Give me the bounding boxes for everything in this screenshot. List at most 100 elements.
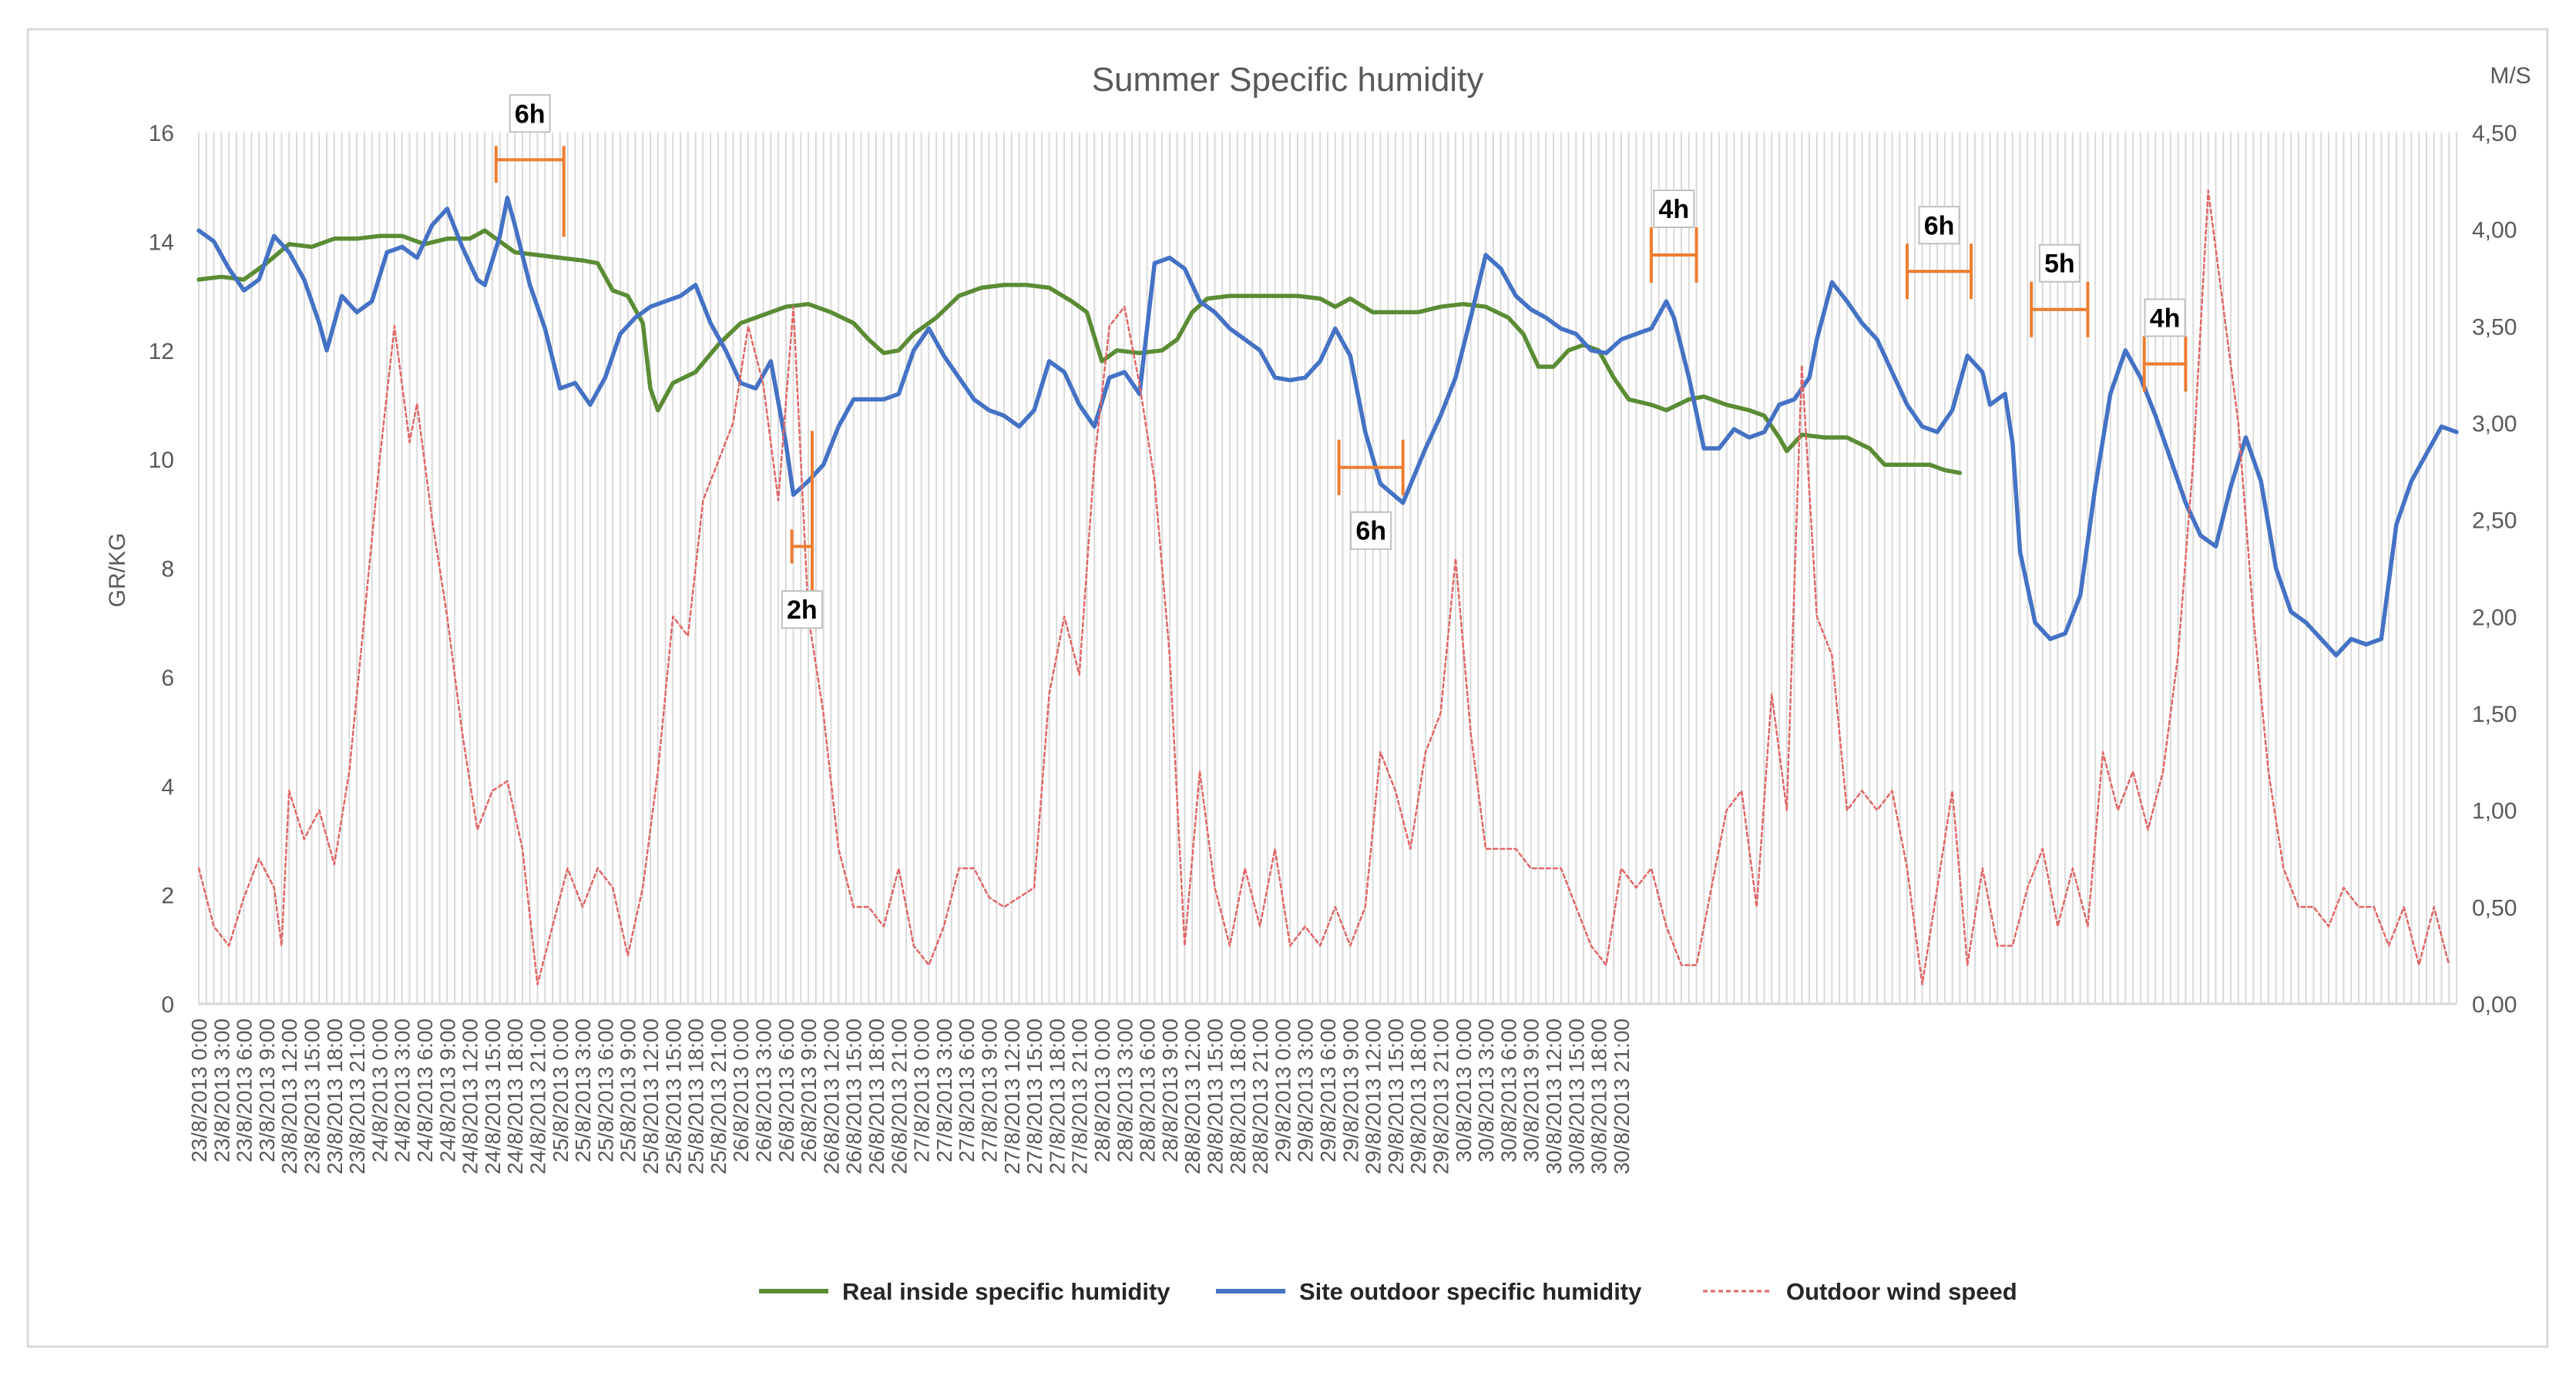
x-tick-label: 27/8/2013 0:00	[910, 1018, 934, 1163]
x-tick-label: 23/8/2013 6:00	[233, 1018, 257, 1163]
x-tick-label: 25/8/2013 6:00	[593, 1018, 617, 1163]
annotation-label: 6h	[1355, 517, 1386, 546]
annotation-label-box	[2144, 298, 2186, 337]
y2-axis-title: M/S	[2490, 63, 2531, 89]
x-tick-label: 27/8/2013 21:00	[1068, 1018, 1092, 1174]
y2-tick-label: 0,00	[2472, 992, 2517, 1018]
x-tick-label: 29/8/2013 18:00	[1406, 1018, 1430, 1174]
x-tick-label: 28/8/2013 0:00	[1090, 1018, 1114, 1163]
outdoor-humidity-line	[196, 196, 2459, 658]
x-tick-label: 23/8/2013 15:00	[301, 1018, 324, 1174]
x-tick-label: 25/8/2013 9:00	[616, 1018, 640, 1163]
y2-tick-label: 4,50	[2472, 121, 2517, 146]
x-tick-label: 29/8/2013 15:00	[1384, 1018, 1408, 1174]
x-tick-label: 28/8/2013 3:00	[1113, 1018, 1137, 1163]
x-tick-label: 24/8/2013 9:00	[435, 1018, 459, 1163]
x-tick-label: 29/8/2013 0:00	[1271, 1018, 1295, 1163]
grid-lines	[198, 133, 2457, 1004]
x-tick-label: 26/8/2013 18:00	[865, 1018, 888, 1174]
x-tick-label: 26/8/2013 0:00	[729, 1018, 753, 1163]
x-tick-label: 24/8/2013 0:00	[368, 1018, 391, 1163]
annotation-label: 4h	[1658, 195, 1689, 224]
x-tick-label: 26/8/2013 6:00	[774, 1018, 798, 1163]
x-tick-label: 29/8/2013 3:00	[1294, 1018, 1318, 1163]
y-tick-label: 2	[161, 884, 174, 909]
x-tick-label: 27/8/2013 9:00	[978, 1018, 1002, 1163]
annotation-label: 5h	[2044, 250, 2075, 279]
y2-tick-label: 1,00	[2472, 799, 2517, 824]
x-tick-label: 24/8/2013 12:00	[458, 1018, 482, 1174]
x-tick-label: 25/8/2013 15:00	[661, 1018, 685, 1174]
x-tick-label: 30/8/2013 6:00	[1496, 1018, 1520, 1163]
x-tick-label: 24/8/2013 21:00	[526, 1018, 550, 1174]
y-tick-label: 10	[149, 448, 174, 473]
x-tick-label: 24/8/2013 3:00	[391, 1018, 415, 1163]
annotation-label-box	[509, 94, 551, 133]
x-tick-label: 28/8/2013 18:00	[1226, 1018, 1250, 1174]
x-tick-label: 23/8/2013 3:00	[210, 1018, 233, 1163]
x-tick-label: 28/8/2013 15:00	[1204, 1018, 1228, 1174]
x-tick-label: 29/8/2013 9:00	[1338, 1018, 1362, 1163]
x-tick-label: 25/8/2013 12:00	[639, 1018, 663, 1174]
x-tick-label: 29/8/2013 12:00	[1362, 1018, 1385, 1174]
y-tick-label: 4	[161, 774, 174, 800]
y2-tick-label: 2,50	[2472, 508, 2517, 534]
chart-title: Summer Specific humidity	[1092, 61, 1484, 99]
annotation-label: 4h	[2150, 304, 2181, 333]
x-tick-label: 30/8/2013 18:00	[1587, 1018, 1611, 1174]
x-tick-label: 24/8/2013 6:00	[413, 1018, 437, 1163]
x-tick-label: 30/8/2013 15:00	[1564, 1018, 1588, 1174]
legend-label: Site outdoor specific humidity	[1299, 1278, 1642, 1305]
x-tick-label: 28/8/2013 6:00	[1136, 1018, 1160, 1163]
y-tick-label: 12	[149, 339, 174, 364]
legend-label: Outdoor wind speed	[1786, 1278, 2017, 1305]
y2-tick-label: 3,50	[2472, 314, 2517, 340]
legend-label: Real inside specific humidity	[842, 1278, 1170, 1305]
annotation-label-box	[1653, 190, 1695, 229]
y2-tick-label: 3,00	[2472, 411, 2517, 437]
x-tick-label: 28/8/2013 9:00	[1158, 1018, 1182, 1163]
annotation-label-box	[781, 590, 823, 629]
y2-tick-label: 2,00	[2472, 605, 2517, 630]
annotation-label: 6h	[515, 99, 546, 129]
y2-tick-label: 0,50	[2472, 895, 2517, 921]
annotation-label-box	[1350, 511, 1392, 550]
x-tick-label: 30/8/2013 21:00	[1610, 1018, 1634, 1174]
x-tick-label: 25/8/2013 18:00	[684, 1018, 708, 1174]
x-tick-label: 26/8/2013 9:00	[797, 1018, 821, 1163]
x-tick-label: 25/8/2013 0:00	[549, 1018, 573, 1163]
legend: Real inside specific humidity Site outdoo…	[759, 1278, 2017, 1305]
x-tick-label: 29/8/2013 6:00	[1316, 1018, 1340, 1163]
x-tick-label: 25/8/2013 21:00	[707, 1018, 730, 1174]
y-axis-ticks: 0 2 4 6 8 10 12 14 16	[149, 121, 174, 1018]
x-tick-label: 26/8/2013 3:00	[752, 1018, 776, 1163]
x-tick-label: 27/8/2013 12:00	[1000, 1018, 1024, 1174]
x-tick-label: 26/8/2013 12:00	[819, 1018, 843, 1174]
y-tick-label: 14	[149, 230, 174, 255]
y2-tick-label: 1,50	[2472, 702, 2517, 727]
x-tick-label: 23/8/2013 12:00	[277, 1018, 301, 1174]
x-tick-label: 28/8/2013 21:00	[1248, 1018, 1272, 1174]
x-tick-label: 27/8/2013 3:00	[932, 1018, 956, 1163]
x-tick-label: 26/8/2013 15:00	[842, 1018, 866, 1174]
x-tick-label: 29/8/2013 21:00	[1429, 1018, 1453, 1174]
x-tick-label: 28/8/2013 12:00	[1181, 1018, 1204, 1174]
annotations: 6h 2h 6h 4h 6h 5h 4h	[494, 94, 2188, 629]
x-tick-label: 27/8/2013 6:00	[955, 1018, 979, 1163]
x-tick-label: 30/8/2013 3:00	[1474, 1018, 1498, 1163]
y-tick-label: 16	[149, 121, 174, 146]
annotation-label-box	[2038, 243, 2081, 283]
x-tick-label: 23/8/2013 18:00	[323, 1018, 347, 1174]
x-tick-label: 26/8/2013 21:00	[887, 1018, 911, 1174]
x-tick-label: 27/8/2013 15:00	[1023, 1018, 1046, 1174]
x-tick-label: 24/8/2013 18:00	[503, 1018, 527, 1174]
x-tick-label: 23/8/2013 21:00	[345, 1018, 369, 1174]
x-tick-label: 30/8/2013 0:00	[1452, 1018, 1476, 1163]
annotation-label: 6h	[1924, 211, 1955, 240]
y-axis-title: GR/KG	[105, 533, 130, 608]
y2-tick-label: 4,00	[2472, 218, 2517, 243]
y-tick-label: 6	[161, 666, 174, 691]
